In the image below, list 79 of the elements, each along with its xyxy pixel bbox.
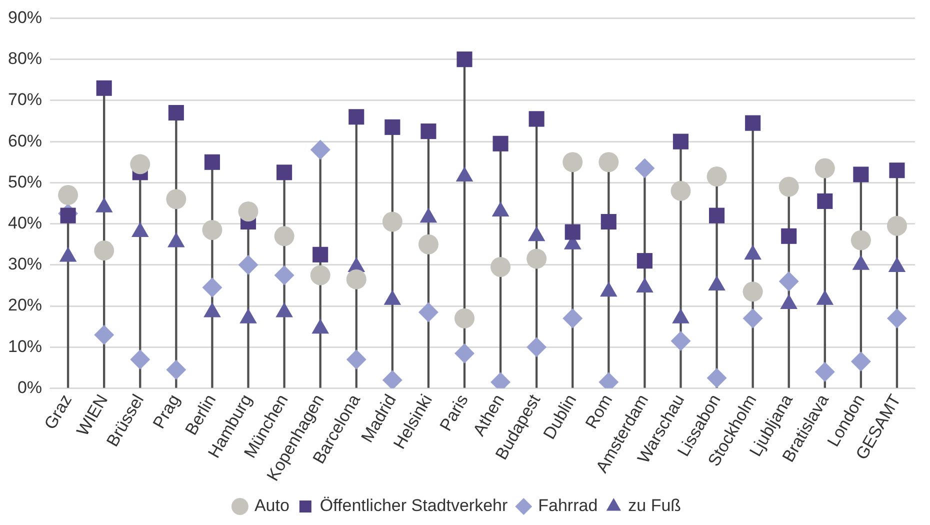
point	[166, 189, 186, 210]
point	[528, 111, 544, 127]
point	[886, 216, 907, 236]
point	[562, 308, 583, 328]
point	[634, 158, 655, 178]
point	[742, 308, 763, 328]
point	[310, 140, 330, 160]
point	[814, 158, 835, 178]
point	[636, 253, 652, 269]
y-tick-label: 90%	[8, 8, 42, 27]
y-tick-label: 30%	[8, 254, 42, 274]
y-tick-label: 80%	[8, 49, 42, 68]
point	[814, 362, 835, 382]
point	[564, 224, 580, 240]
y-tick-label: 60%	[8, 131, 42, 150]
legend-label: Fahrrad	[538, 496, 598, 516]
point	[130, 350, 150, 370]
point	[850, 352, 871, 372]
point	[202, 220, 222, 240]
point	[238, 254, 258, 275]
point	[454, 343, 474, 364]
point	[274, 265, 294, 286]
point	[204, 154, 220, 170]
point	[456, 52, 472, 68]
y-tick-label: 0%	[17, 378, 42, 397]
point	[600, 214, 616, 230]
point	[672, 134, 689, 150]
point	[312, 246, 328, 262]
point	[382, 212, 402, 232]
point	[276, 164, 292, 180]
point	[346, 269, 366, 290]
point	[418, 234, 438, 254]
point	[346, 350, 366, 370]
point	[889, 162, 905, 178]
y-tick-label: 10%	[8, 336, 42, 356]
point	[96, 80, 112, 96]
point	[348, 109, 364, 125]
point	[490, 256, 511, 277]
point	[781, 228, 797, 244]
point	[274, 226, 294, 246]
point	[94, 240, 114, 261]
point	[94, 324, 114, 345]
point	[817, 193, 833, 209]
point	[418, 302, 438, 322]
point	[778, 176, 799, 197]
point	[382, 370, 402, 388]
point	[742, 282, 763, 302]
point	[384, 119, 400, 135]
point	[310, 265, 330, 286]
point	[454, 308, 474, 328]
point	[706, 166, 727, 187]
legend-label: Öffentlicher Stadtverkehr	[320, 496, 508, 516]
point	[706, 368, 727, 388]
point	[778, 271, 799, 292]
y-tick-label: 70%	[8, 90, 42, 110]
point	[709, 208, 725, 224]
point	[853, 166, 869, 182]
point	[130, 154, 150, 174]
point	[886, 308, 907, 328]
point	[202, 278, 222, 298]
point	[168, 105, 184, 121]
legend-label: zu Fuß	[628, 496, 682, 516]
y-tick-label: 40%	[8, 213, 42, 232]
point	[526, 337, 547, 358]
point	[492, 136, 508, 152]
legend-label: Auto	[254, 496, 290, 516]
point	[562, 152, 583, 172]
point	[238, 201, 258, 222]
point	[745, 115, 761, 131]
y-tick-label: 20%	[8, 296, 42, 315]
y-tick-label: 50%	[8, 172, 42, 192]
point	[526, 248, 547, 269]
point	[598, 152, 619, 172]
point	[58, 185, 78, 206]
point	[850, 230, 871, 250]
point	[670, 180, 691, 201]
point	[670, 331, 691, 351]
point	[420, 124, 436, 140]
point	[166, 360, 186, 380]
